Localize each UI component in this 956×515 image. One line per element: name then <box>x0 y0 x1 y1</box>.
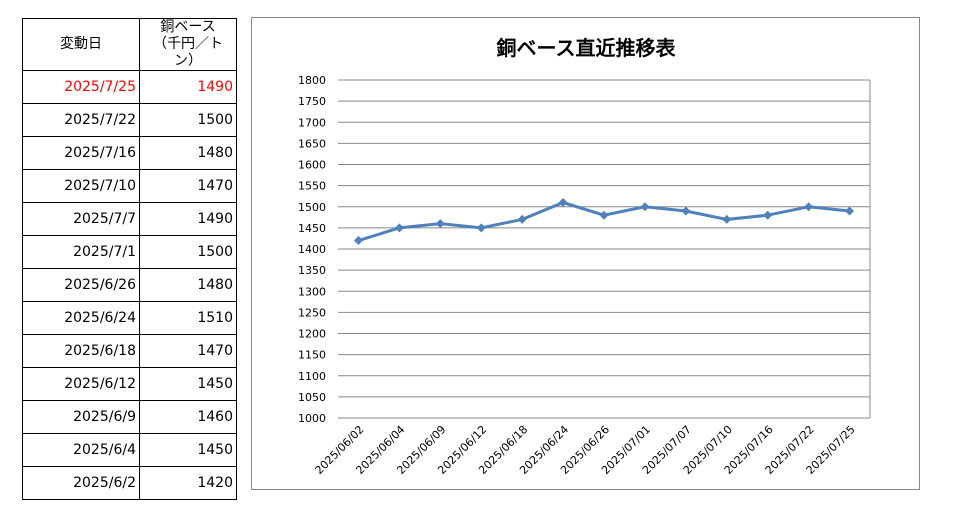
value-cell: 1490 <box>139 70 237 104</box>
y-tick-label: 1700 <box>298 116 326 129</box>
value-cell: 1500 <box>139 235 237 269</box>
y-tick-label: 1300 <box>298 285 326 298</box>
value-cell: 1460 <box>139 400 237 434</box>
table-row: 2025/6/26 1480 <box>22 268 237 302</box>
date-cell: 2025/6/24 <box>22 301 140 335</box>
line-chart: 銅ベース直近推移表 1000 1050 1100 1150 1200 1250 1300 135… <box>298 36 871 477</box>
value-cell: 1420 <box>139 466 237 500</box>
table-row: 2025/6/24 1510 <box>22 301 237 335</box>
date-cell: 2025/6/9 <box>22 400 140 434</box>
price-table: 変動日 銅ベース （千円／トン） 2025/7/25 1490 2025/7/22 15… <box>22 18 237 500</box>
value-cell: 1490 <box>139 202 237 236</box>
data-point <box>599 210 609 220</box>
date-cell: 2025/7/7 <box>22 202 140 236</box>
data-point <box>845 206 855 216</box>
y-tick-label: 1050 <box>298 391 326 404</box>
date-cell: 2025/6/4 <box>22 433 140 467</box>
series-line <box>358 200 850 242</box>
y-tick-label: 1150 <box>298 349 326 362</box>
header-value: 銅ベース （千円／トン） <box>139 18 237 71</box>
y-tick-label: 1550 <box>298 180 326 193</box>
data-point <box>763 210 773 220</box>
table-row: 2025/7/10 1470 <box>22 169 237 203</box>
data-point <box>722 214 732 224</box>
y-tick-label: 1600 <box>298 159 326 172</box>
table-row: 2025/6/9 1460 <box>22 400 237 434</box>
y-tick-label: 1350 <box>298 264 326 277</box>
date-cell: 2025/7/22 <box>22 103 140 137</box>
y-tick-label: 1750 <box>298 95 326 108</box>
date-cell: 2025/6/2 <box>22 466 140 500</box>
data-point <box>476 223 486 233</box>
date-cell: 2025/7/1 <box>22 235 140 269</box>
value-cell: 1450 <box>139 367 237 401</box>
data-point <box>517 214 527 224</box>
data-point <box>558 198 568 208</box>
chart-frame: 銅ベース直近推移表 1000 1050 1100 1150 1200 1250 1300 135… <box>251 17 920 490</box>
y-tick-label: 1000 <box>298 412 326 425</box>
value-cell: 1470 <box>139 334 237 368</box>
date-cell: 2025/7/10 <box>22 169 140 203</box>
y-tick-label: 1800 <box>298 74 326 87</box>
date-cell: 2025/6/18 <box>22 334 140 368</box>
table-row: 2025/7/7 1490 <box>22 202 237 236</box>
table-row: 2025/6/2 1420 <box>22 466 237 500</box>
data-point <box>353 236 363 246</box>
data-point <box>681 206 691 216</box>
date-cell: 2025/7/25 <box>22 70 140 104</box>
value-cell: 1450 <box>139 433 237 467</box>
data-point <box>394 223 404 233</box>
value-cell: 1480 <box>139 268 237 302</box>
y-tick-label: 1650 <box>298 137 326 150</box>
y-tick-label: 1450 <box>298 222 326 235</box>
y-tick-label: 1400 <box>298 243 326 256</box>
data-point <box>640 202 650 212</box>
date-cell: 2025/6/26 <box>22 268 140 302</box>
date-cell: 2025/6/12 <box>22 367 140 401</box>
y-tick-label: 1500 <box>298 201 326 214</box>
value-cell: 1470 <box>139 169 237 203</box>
data-point <box>804 202 814 212</box>
value-cell: 1500 <box>139 103 237 137</box>
header-date: 変動日 <box>22 18 140 71</box>
table-row: 2025/7/16 1480 <box>22 136 237 170</box>
table-row: 2025/7/1 1500 <box>22 235 237 269</box>
data-point <box>435 219 445 229</box>
table-row: 2025/6/18 1470 <box>22 334 237 368</box>
table-row: 2025/6/12 1450 <box>22 367 237 401</box>
date-cell: 2025/7/16 <box>22 136 140 170</box>
y-tick-label: 1100 <box>298 370 326 383</box>
y-tick-label: 1250 <box>298 306 326 319</box>
table-row: 2025/7/22 1500 <box>22 103 237 137</box>
value-cell: 1510 <box>139 301 237 335</box>
table-row: 2025/6/4 1450 <box>22 433 237 467</box>
y-tick-label: 1200 <box>298 328 326 341</box>
table-row: 2025/7/25 1490 <box>22 70 237 104</box>
value-cell: 1480 <box>139 136 237 170</box>
chart-title: 銅ベース直近推移表 <box>497 36 677 60</box>
